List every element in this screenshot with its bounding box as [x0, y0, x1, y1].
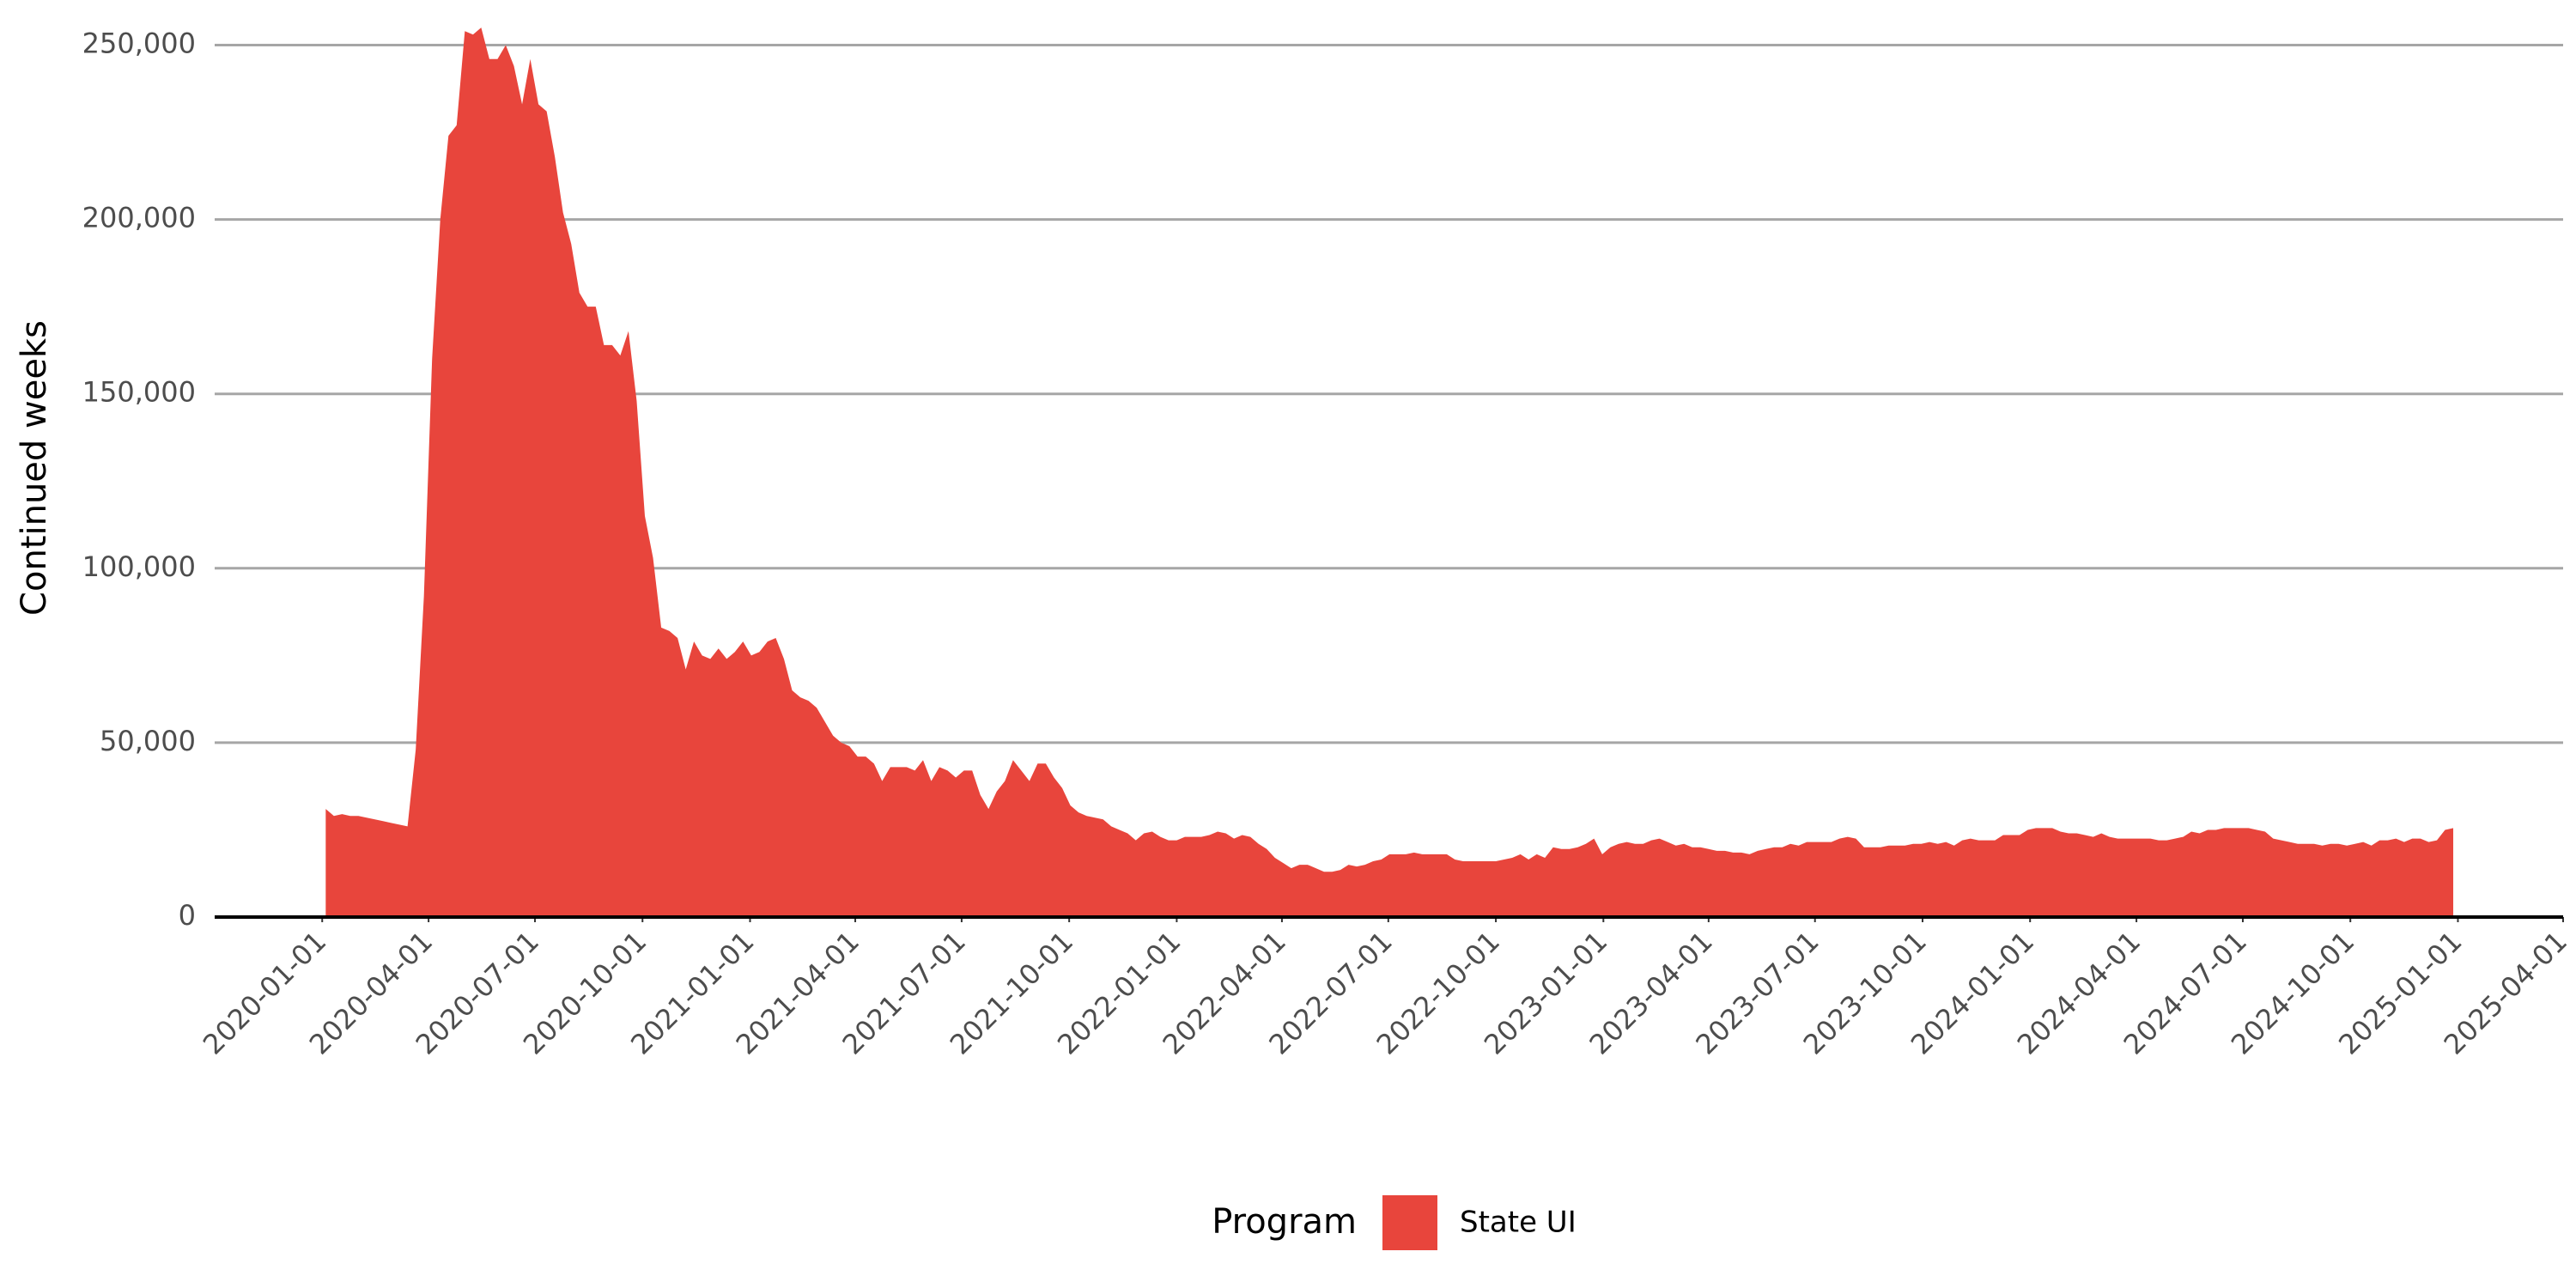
y-tick-label: 50,000 — [100, 725, 196, 757]
y-tick-label: 200,000 — [82, 202, 196, 234]
y-tick-label: 0 — [179, 899, 196, 932]
y-tick-label: 100,000 — [82, 550, 196, 583]
legend-title: Program — [1212, 1202, 1357, 1242]
y-axis-label: Continued weeks — [15, 320, 54, 616]
area — [325, 27, 2454, 918]
legend-label: State UI — [1460, 1206, 1577, 1240]
legend-swatch — [1382, 1195, 1437, 1250]
y-tick-label: 150,000 — [82, 376, 196, 409]
y-tick-label: 250,000 — [82, 27, 196, 59]
